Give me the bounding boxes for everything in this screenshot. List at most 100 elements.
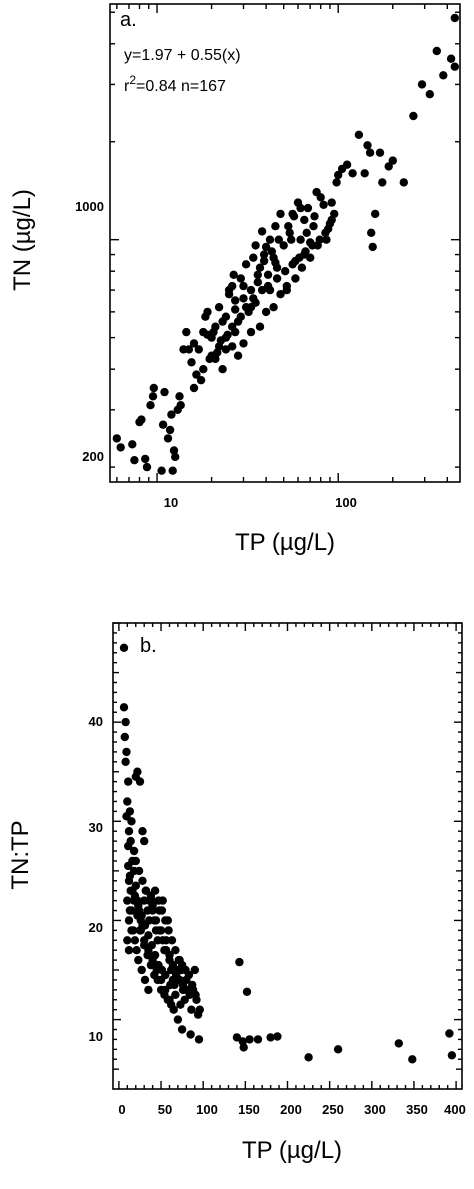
panel-a-data-point	[228, 322, 237, 331]
panel-a-data-point	[315, 235, 324, 244]
panel-a-data-point	[310, 212, 319, 221]
panel-a-data-point	[205, 354, 214, 364]
r2-superscript: 2	[129, 73, 136, 87]
panel-a-data-point	[239, 339, 248, 348]
panel-a-data-point	[276, 290, 285, 299]
panel-a-label: a.	[120, 9, 137, 31]
panel-a-data-point	[354, 130, 364, 139]
panel-a-data-point	[228, 342, 237, 351]
panel-b-data-point	[126, 836, 135, 846]
panel-b-xtick-label-200: 200	[280, 1102, 302, 1117]
panel-a-data-point	[308, 241, 317, 250]
panel-a-xtick-label-100: 100	[335, 495, 357, 510]
panel-b-data-point	[239, 1043, 248, 1052]
panel-a-data-point	[249, 253, 258, 262]
panel-a-data-point	[399, 178, 408, 187]
panel-a-data-point	[297, 263, 307, 272]
panel-b-data-point	[130, 936, 140, 945]
panel-a-data-point	[192, 370, 201, 379]
panel-b-data-point	[138, 827, 147, 836]
panel-b-data-point	[124, 861, 133, 871]
panel-b-data-point	[182, 985, 191, 995]
panel-b-data-point	[153, 975, 162, 985]
panel-b-points	[119, 643, 457, 1064]
panel-b-data-point	[119, 643, 129, 652]
panel-b-axis-ticks	[113, 622, 462, 1089]
panel-a-data-point	[257, 285, 267, 295]
panel-b-data-point	[125, 871, 135, 880]
panel-a-data-point	[214, 303, 224, 312]
panel-b-data-point	[161, 916, 170, 925]
panel-a-data-point	[384, 162, 393, 171]
panel-b-data-point	[121, 757, 130, 766]
panel-a-data-point	[253, 270, 262, 279]
panel-a-axis-ticks	[110, 4, 460, 482]
panel-a-data-point	[241, 303, 251, 312]
panel-b-xtick-label-300: 300	[364, 1102, 386, 1117]
panel-a-data-point	[284, 222, 293, 231]
panel-b-data-point	[124, 777, 133, 786]
panel-a-data-point	[142, 462, 152, 472]
panel-a-data-point	[149, 383, 158, 393]
panel-b-data-point	[121, 717, 130, 727]
panel-a-data-point	[169, 446, 179, 455]
panel-a-data-point	[322, 235, 331, 244]
regression-equation: y=1.97 + 0.55(x)	[124, 47, 241, 64]
panel-a-data-point	[187, 358, 196, 367]
panel-b-data-point	[187, 1005, 196, 1014]
panel-a-data-point	[171, 452, 180, 462]
panel-a-data-point	[167, 410, 176, 419]
panel-a-data-point	[300, 215, 309, 225]
panel-a-data-point	[409, 111, 418, 121]
panel-a-y-axis-label: TN (µg/L)	[9, 189, 36, 291]
panel-b-data-point	[134, 901, 143, 910]
panel-b-x-axis-label: TP (µg/L)	[242, 1137, 342, 1164]
panel-b-data-point	[194, 1035, 204, 1044]
panel-a-data-point	[296, 235, 305, 244]
panel-a-data-point	[251, 241, 260, 250]
panel-a-data-point	[189, 383, 199, 393]
panel-a-data-point	[281, 267, 290, 276]
panel-a-data-point	[148, 392, 158, 401]
panel-a: a. y=1.97 + 0.55(x) r2=0.84 n=167 200 10…	[9, 3, 461, 556]
panel-b-data-point	[150, 950, 160, 960]
panel-a-data-point	[267, 247, 276, 256]
panel-b-data-point	[140, 921, 150, 930]
panel-a-data-point	[319, 200, 328, 209]
panel-a-ytick-label-1000: 1000	[75, 199, 104, 214]
panel-a-data-point	[276, 209, 285, 219]
panel-a-data-point	[263, 270, 273, 279]
panel-a-data-point	[130, 456, 139, 465]
panel-a-data-point	[371, 209, 380, 219]
panel-b-xtick-label-0: 0	[118, 1102, 125, 1117]
panel-b-data-point	[134, 955, 143, 965]
panel-b-data-point	[195, 1005, 204, 1014]
panel-b-data-point	[171, 990, 180, 999]
panel-a-data-point	[251, 298, 260, 307]
panel-a-data-point	[446, 54, 456, 63]
panel-a-data-point	[271, 222, 280, 231]
panel-a-data-point	[176, 401, 185, 410]
panel-a-data-point	[363, 141, 372, 150]
panel-b-label: b.	[140, 635, 157, 657]
panel-b-data-point	[124, 946, 134, 955]
panel-b-data-point	[157, 906, 167, 915]
panel-b-data-point	[141, 886, 151, 895]
panel-b-data-point	[151, 916, 161, 925]
panel-a-data-point	[388, 156, 397, 165]
panel-a-data-point	[236, 274, 245, 283]
panel-a-data-point	[263, 281, 273, 291]
panel-b-data-point	[158, 936, 167, 945]
panel-b-ytick-label-20: 20	[89, 920, 103, 935]
panel-b-data-point	[253, 1035, 263, 1044]
panel-a-data-point	[158, 420, 168, 429]
panel-a-data-point	[367, 228, 376, 237]
panel-a-data-point	[211, 322, 220, 331]
panel-a-data-point	[303, 203, 313, 213]
panel-b-data-point	[138, 876, 147, 885]
panel-b-data-point	[333, 1045, 343, 1054]
panel-a-data-point	[348, 169, 357, 178]
panel-b-data-point	[144, 931, 153, 940]
panel-a-data-point	[221, 345, 231, 354]
panel-a-data-point	[203, 307, 212, 317]
